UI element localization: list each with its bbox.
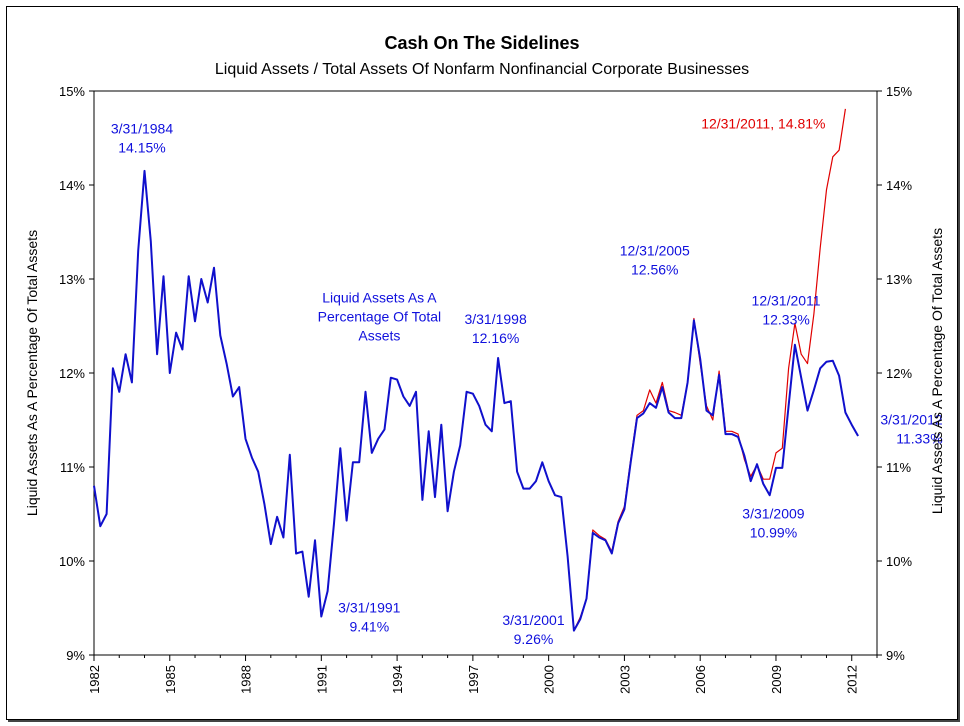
annotation-label: 10.99% <box>750 525 797 541</box>
y-tick-label-left: 13% <box>59 272 85 287</box>
annotation-label: 12.56% <box>631 262 678 278</box>
y-tick-label-right: 15% <box>886 84 912 99</box>
x-tick-label: 1994 <box>390 665 405 694</box>
annotation-label: 12/31/2011 <box>752 292 821 308</box>
y-tick-label-left: 9% <box>66 648 85 663</box>
series-line-prior <box>573 108 846 631</box>
annotation-label: 12.33% <box>762 311 809 327</box>
y-axis-right-label: Liquid Assets As A Percentage Of Total A… <box>929 228 945 514</box>
annotation-label: 12/31/2005 <box>620 243 690 259</box>
x-tick-label: 2000 <box>542 665 557 694</box>
y-tick-label-right: 13% <box>886 272 912 287</box>
annotation-label: 14.15% <box>118 139 165 155</box>
y-tick-label-left: 15% <box>59 84 85 99</box>
annotation-label: 3/31/1998 <box>464 311 526 327</box>
y-tick-label-right: 14% <box>886 178 912 193</box>
annotation-label: Percentage Of Total <box>318 309 441 325</box>
y-tick-label-right: 9% <box>886 648 905 663</box>
chart-subtitle: Liquid Assets / Total Assets Of Nonfarm … <box>214 61 750 78</box>
y-tick-label-right: 10% <box>886 554 912 569</box>
plot-border <box>93 90 878 656</box>
annotation-label: Assets <box>358 328 400 344</box>
annotation-label: 3/31/2012 <box>880 412 942 428</box>
chart-title: Cash On The Sidelines <box>384 33 580 53</box>
annotation-label: 3/31/1984 <box>111 120 173 136</box>
annotation-label: 9.41% <box>349 619 389 635</box>
annotation-label: 11.33% <box>896 431 942 447</box>
x-axis: 1982 1985 1988 1991 1994 1997 2000 2003 2006 2009… <box>87 655 878 694</box>
annotation-label: 3/31/1991 <box>338 600 400 616</box>
x-tick-label: 2012 <box>845 665 860 694</box>
x-tick-label: 1982 <box>87 665 102 694</box>
y-tick-label-left: 14% <box>59 178 85 193</box>
annotation-label: 12.16% <box>472 330 519 346</box>
x-tick-label: 2009 <box>769 665 784 694</box>
y-axis-left-label: Liquid Assets As A Percentage Of Total A… <box>24 230 40 516</box>
y-tick-label-left: 10% <box>59 554 85 569</box>
x-tick-label: 1991 <box>314 665 329 694</box>
y-axis-left: 9% 10% 11% 12% 13% 14% 15% <box>59 84 94 663</box>
x-tick-label: 2003 <box>617 665 632 694</box>
y-tick-label-left: 11% <box>60 460 85 475</box>
y-tick-label-right: 12% <box>886 366 912 381</box>
annotation-label: Liquid Assets As A <box>322 290 437 306</box>
series-line-revised <box>93 169 859 632</box>
annotation-label: 3/31/2009 <box>742 506 804 522</box>
annotation-label: 12/31/2011, 14.81% <box>701 116 825 132</box>
annotation-label: 3/31/2001 <box>502 612 564 628</box>
x-tick-label: 2006 <box>693 665 708 694</box>
series-group <box>93 108 859 632</box>
y-axis-right: 9% 10% 11% 12% 13% 14% 15% <box>877 84 912 663</box>
x-tick-label: 1997 <box>466 665 481 694</box>
annotation-label: 9.26% <box>514 631 554 647</box>
annotations-group: 3/31/1984 14.15% Liquid Assets As A Percent… <box>111 116 943 647</box>
plot-area <box>93 90 878 656</box>
x-tick-label: 1988 <box>239 665 254 694</box>
y-tick-label-left: 12% <box>59 366 85 381</box>
y-tick-label-right: 11% <box>886 460 911 475</box>
x-tick-label: 1985 <box>163 665 178 694</box>
